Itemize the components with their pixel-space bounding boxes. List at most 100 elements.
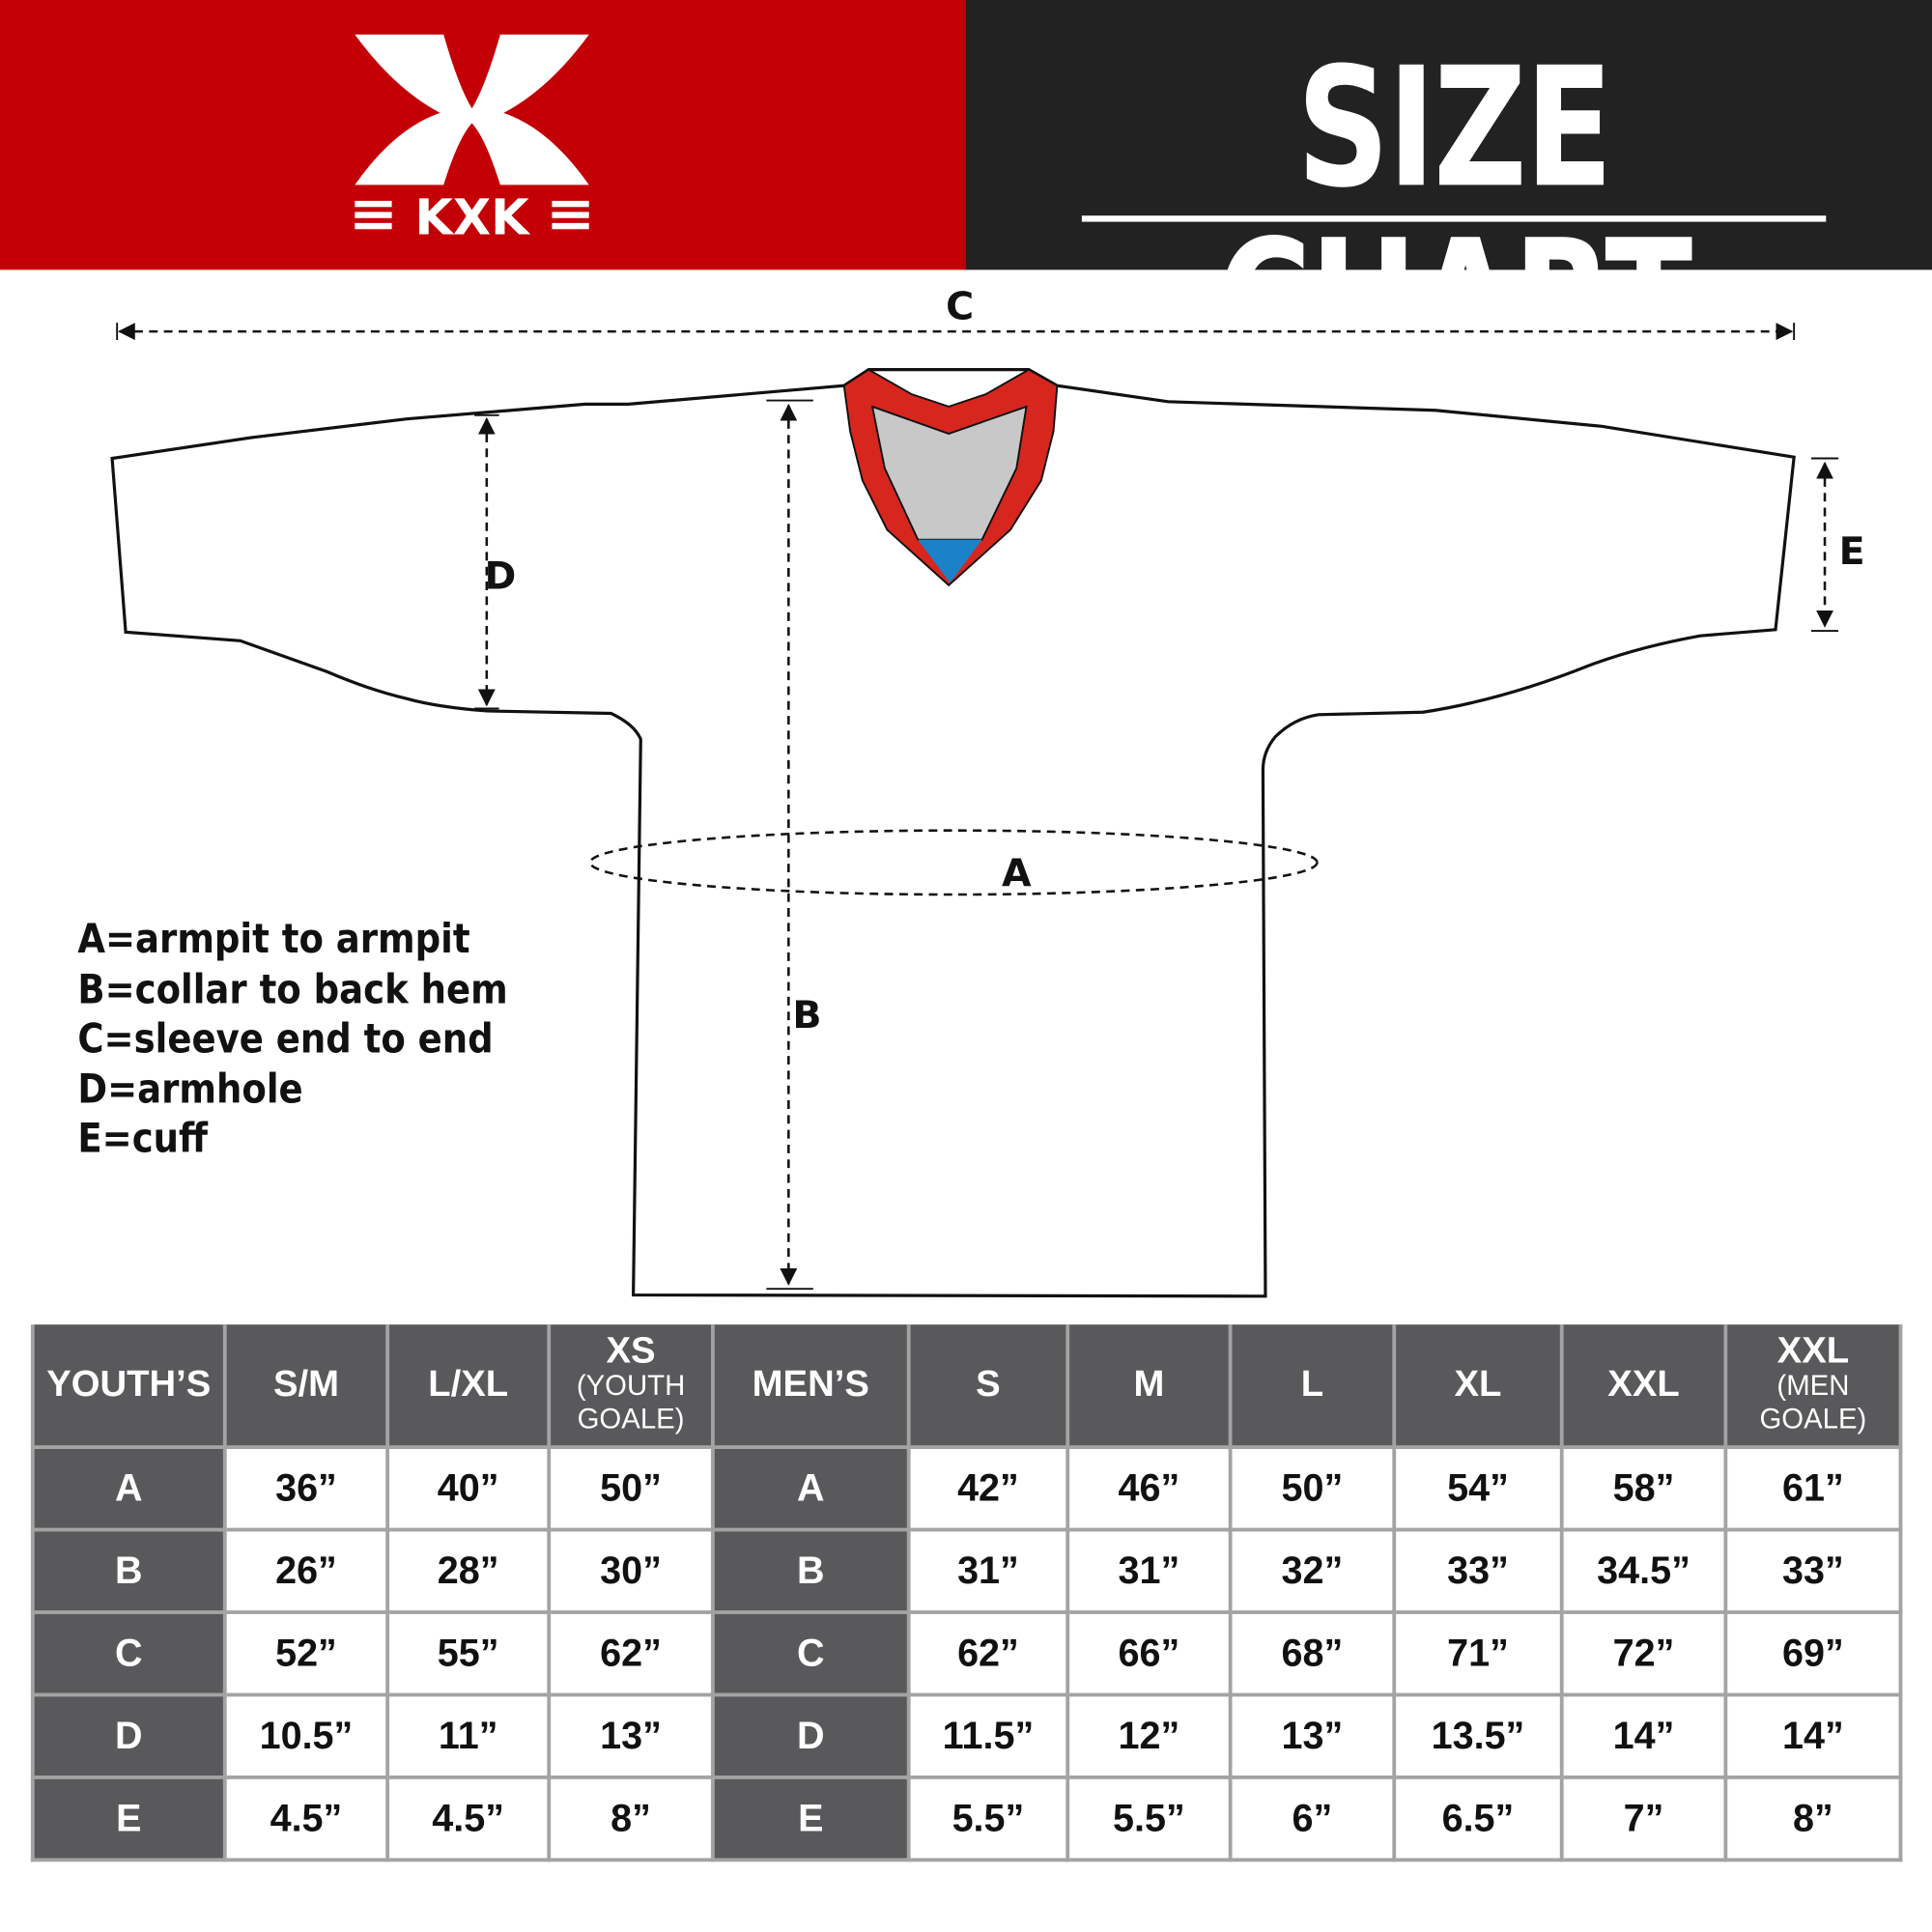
youth-value: 8” [547, 1776, 715, 1862]
legend-item: E=cuff [77, 1114, 209, 1163]
dimension-a-ellipse [588, 829, 1319, 896]
column-header-label: M [1133, 1363, 1165, 1406]
mens-value: 6.5” [1392, 1776, 1564, 1862]
column-header-label: XXL [1776, 1330, 1850, 1372]
youth-value: 10.5” [222, 1692, 390, 1779]
mens-value: 54” [1392, 1445, 1564, 1532]
youth-value: 28” [385, 1527, 552, 1614]
youth-value: 26” [222, 1527, 390, 1614]
mens-size-header: M [1065, 1324, 1233, 1449]
jersey-outline [110, 368, 1796, 1298]
mens-size-header: XXL (MEN GOALE) [1723, 1324, 1903, 1449]
table-row: C 52” 55” 62” C 62” 66” 68” 71” 72” 69” [30, 1610, 1903, 1697]
row-label: C [710, 1610, 911, 1697]
label-b: B [792, 993, 821, 1037]
mens-value: 6” [1228, 1776, 1397, 1862]
brand-header: KXK [0, 0, 966, 270]
table-row: A 36” 40” 50” A 42” 46” 50” 54” 58” 61” [30, 1445, 1903, 1532]
mens-value: 68” [1228, 1610, 1397, 1697]
column-header-label: L [1300, 1363, 1324, 1406]
mens-size-header: L [1228, 1324, 1397, 1449]
table-header-row: YOUTH’S S/M L/XL XS (YOUTH GOALE) MEN’S S M L XL X… [30, 1324, 1903, 1449]
legend-item: C=sleeve end to end [77, 1013, 494, 1063]
row-label: D [30, 1692, 227, 1779]
row-label: D [710, 1692, 911, 1779]
column-header-label: XS [606, 1330, 656, 1372]
mens-value: 13.5” [1392, 1692, 1564, 1779]
legend-item: A=armpit to armpit [77, 914, 470, 963]
mens-value: 33” [1392, 1527, 1564, 1614]
mens-value: 34.5” [1559, 1527, 1728, 1614]
column-header-sublabel: (YOUTH GOALE) [576, 1369, 686, 1435]
youth-size-header: L/XL [385, 1324, 552, 1449]
mens-value: 31” [1065, 1527, 1233, 1614]
column-header-label: XXL [1607, 1363, 1680, 1406]
youth-value: 36” [222, 1445, 390, 1532]
mens-value: 13” [1228, 1692, 1397, 1779]
mens-size-header: S [906, 1324, 1070, 1449]
measurement-legend: A=armpit to armpit B=collar to back hem … [77, 914, 507, 1164]
mens-value: 32” [1228, 1527, 1397, 1614]
title-banner [965, 0, 1932, 270]
youth-value: 4.5” [222, 1776, 390, 1862]
label-e: E [1839, 529, 1865, 574]
youth-value: 40” [385, 1445, 552, 1532]
youth-value: 11” [385, 1692, 552, 1779]
mens-value: 12” [1065, 1692, 1233, 1779]
row-label: B [710, 1527, 911, 1614]
mens-value: 11.5” [906, 1692, 1070, 1779]
collar-inner [870, 405, 1028, 541]
mens-value: 50” [1228, 1445, 1397, 1532]
row-label: C [30, 1610, 227, 1697]
mens-value: 69” [1723, 1610, 1903, 1697]
title-underline [1081, 215, 1827, 222]
row-label: E [710, 1776, 911, 1862]
label-d: D [484, 554, 516, 599]
column-header-label: YOUTH’S [46, 1363, 212, 1406]
row-label: E [30, 1776, 227, 1862]
mens-value: 71” [1392, 1610, 1564, 1697]
mens-value: 14” [1559, 1692, 1728, 1779]
mens-header: MEN’S [710, 1324, 911, 1449]
mens-value: 72” [1559, 1610, 1728, 1697]
row-label: A [710, 1445, 911, 1532]
legend-item: D=armhole [77, 1064, 303, 1113]
youth-value: 52” [222, 1610, 390, 1697]
row-label: A [30, 1445, 227, 1532]
mens-value: 31” [906, 1527, 1070, 1614]
youth-size-header: S/M [222, 1324, 390, 1449]
mens-value: 33” [1723, 1527, 1903, 1614]
jersey-diagram: C D B E A [110, 284, 1865, 1298]
size-table: YOUTH’S S/M L/XL XS (YOUTH GOALE) MEN’S S M L XL X… [30, 1324, 1903, 1862]
mens-value: 62” [906, 1610, 1070, 1697]
legend-item: B=collar to back hem [77, 964, 508, 1012]
youth-header: YOUTH’S [30, 1324, 227, 1449]
mens-value: 5.5” [1065, 1776, 1233, 1862]
mens-value: 46” [1065, 1445, 1233, 1532]
youth-value: 4.5” [385, 1776, 552, 1862]
column-header-label: MEN’S [752, 1363, 869, 1406]
column-header-sublabel: (MEN GOALE) [1759, 1369, 1867, 1435]
mens-value: 14” [1723, 1692, 1903, 1779]
kxk-logo: KXK [355, 34, 589, 246]
column-header-label: L/XL [428, 1363, 509, 1406]
label-c: C [946, 284, 974, 328]
column-header-label: S/M [272, 1363, 339, 1406]
youth-size-header: XS (YOUTH GOALE) [547, 1324, 715, 1449]
label-a: A [1002, 851, 1032, 895]
mens-value: 66” [1065, 1610, 1233, 1697]
youth-value: 62” [547, 1610, 715, 1697]
mens-size-header: XL [1392, 1324, 1564, 1449]
collar-tag [918, 539, 982, 583]
logo-text: KXK [414, 189, 531, 246]
table-row: D 10.5” 11” 13” D 11.5” 12” 13” 13.5” 14” 14” [30, 1692, 1903, 1779]
column-header-label: S [976, 1363, 1001, 1406]
mens-value: 58” [1559, 1445, 1728, 1532]
youth-value: 50” [547, 1445, 715, 1532]
column-header-label: XL [1454, 1363, 1502, 1406]
page-title: SIZE CHART [1216, 32, 1692, 397]
row-label: B [30, 1527, 227, 1614]
youth-value: 55” [385, 1610, 552, 1697]
mens-value: 7” [1559, 1776, 1728, 1862]
